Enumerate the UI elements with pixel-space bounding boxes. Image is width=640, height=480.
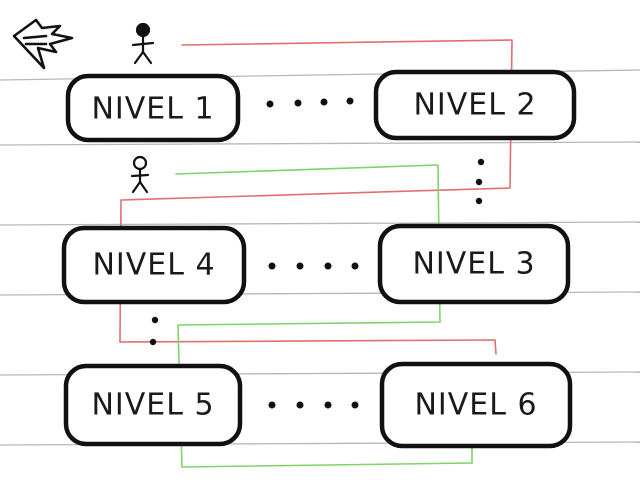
back-arrow-icon[interactable]	[12, 18, 74, 70]
player-one-stick-figure-icon	[131, 22, 155, 65]
player-two-stick-figure-icon	[130, 155, 150, 194]
connector-dots-5-6	[268, 401, 359, 409]
level-1-frame	[65, 73, 241, 143]
level-6-label: NIVEL 6	[414, 388, 537, 423]
level-4-frame	[61, 225, 247, 305]
connector-dots-4-5	[149, 316, 159, 346]
level-3-frame	[377, 223, 571, 305]
connector-dots-1-2	[266, 97, 354, 108]
connector-dots-3-4	[268, 262, 359, 270]
level-4-label: NIVEL 4	[92, 248, 215, 283]
level-1-label: NIVEL 1	[91, 92, 214, 127]
green-route-path	[175, 164, 473, 468]
level-5-button[interactable]: NIVEL 5	[63, 363, 243, 447]
level-3-button[interactable]: NIVEL 3	[377, 223, 571, 305]
level-1-button[interactable]: NIVEL 1	[65, 73, 241, 143]
level-5-frame	[63, 363, 243, 447]
level-6-frame	[379, 361, 573, 449]
level-2-button[interactable]: NIVEL 2	[373, 69, 577, 141]
level-6-button[interactable]: NIVEL 6	[379, 361, 573, 449]
level-5-label: NIVEL 5	[91, 388, 214, 423]
level-2-label: NIVEL 2	[413, 88, 536, 123]
red-route-path	[119, 39, 513, 355]
level-2-frame	[373, 69, 577, 141]
level-4-button[interactable]: NIVEL 4	[61, 225, 247, 305]
connector-dots-2-3	[475, 158, 485, 205]
level-3-label: NIVEL 3	[412, 247, 535, 282]
